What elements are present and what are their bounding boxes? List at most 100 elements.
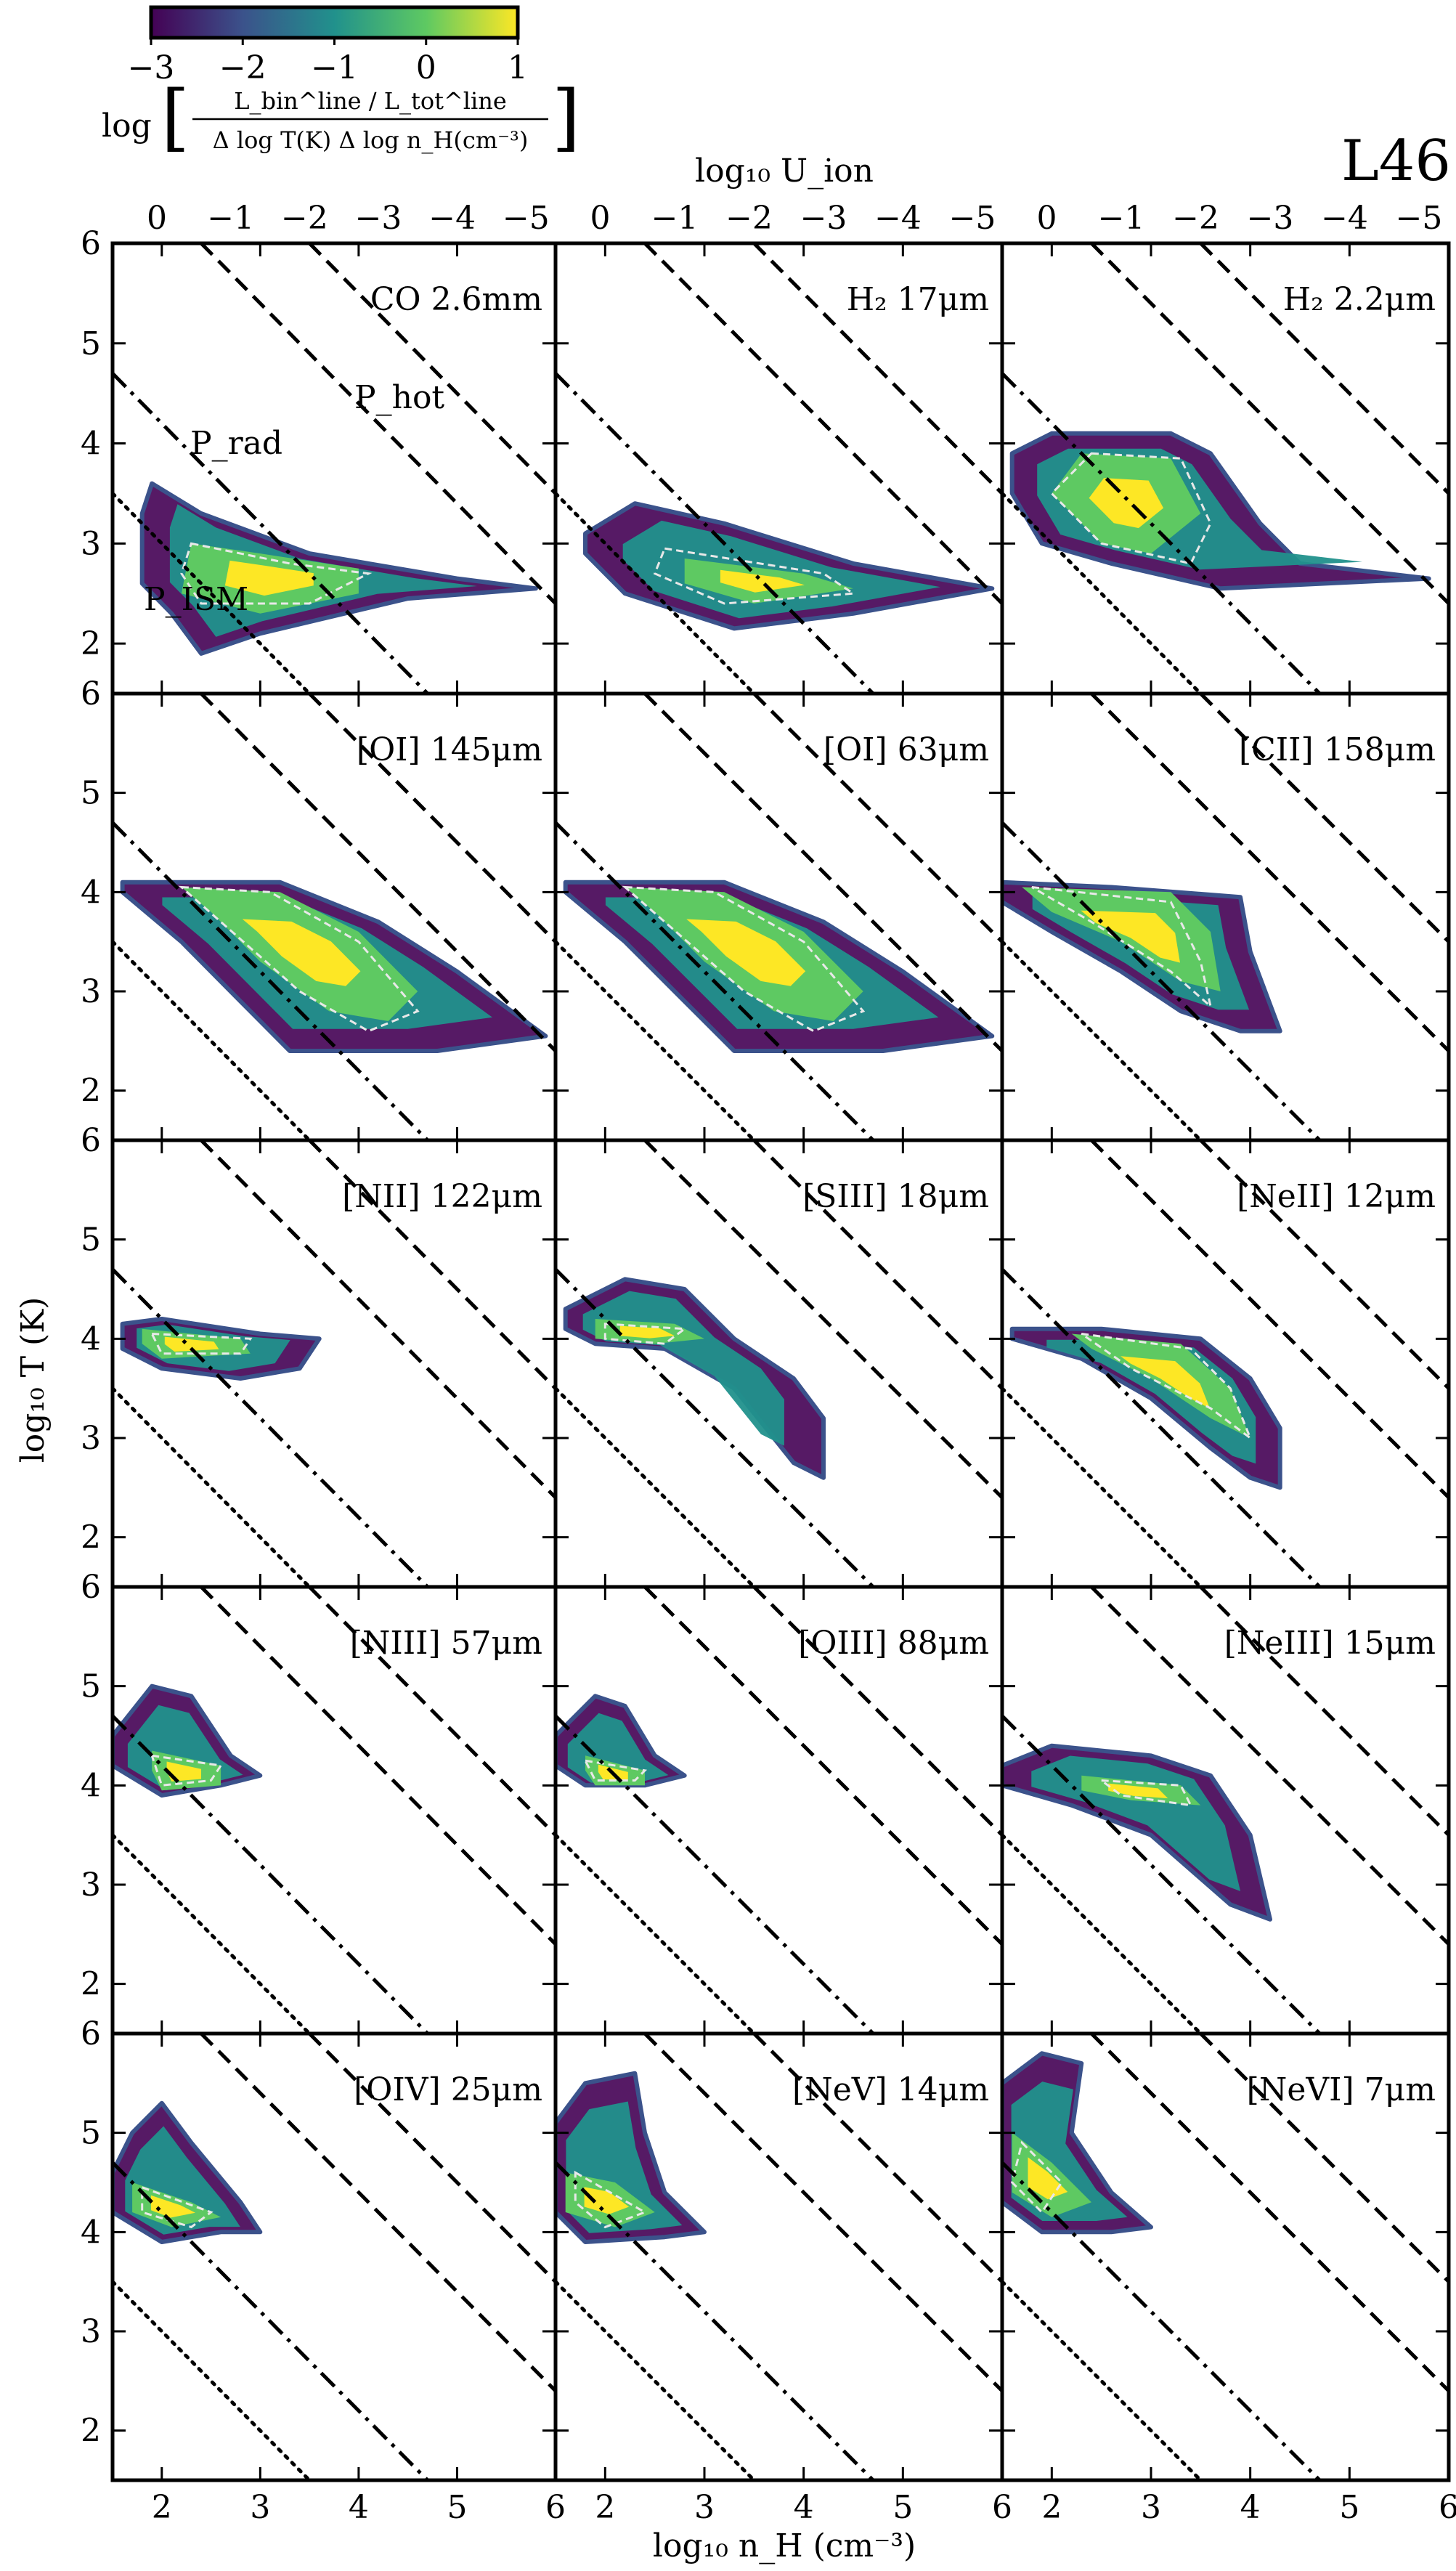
pressure-line-P_hot_a [200, 2034, 556, 2392]
colorbar-tick-label: 0 [416, 49, 436, 86]
density-region-peak [720, 569, 805, 593]
pressure-line-P_ISM [556, 1386, 756, 1587]
pressure-line-P_hot_a [643, 1587, 1002, 1946]
panel-plot-area [1002, 1587, 1449, 2034]
panel-plot-area [1002, 694, 1449, 1140]
density-region-peak [150, 2195, 195, 2218]
panel-plot-area [1002, 1140, 1449, 1587]
y-tick-label: 2 [81, 1073, 101, 1110]
pressure-line-P_rad [1002, 1714, 1322, 2034]
pressure-line-P_ISM [556, 940, 756, 1140]
top-tick-label: −5 [949, 200, 996, 237]
y-tick-label: 2 [81, 1519, 101, 1556]
x-tick-label: 6 [1439, 2489, 1456, 2526]
pressure-line-P_hot_b [308, 1587, 556, 1837]
panel-plot-area [1002, 243, 1449, 694]
pressure-line-P_hot_a [1090, 243, 1449, 605]
panel-label: [OI] 63μm [823, 731, 989, 768]
density-region-peak [686, 919, 806, 986]
panel-label: H₂ 17μm [847, 281, 989, 318]
bottom-axis-label: log₁₀ n_H (cm⁻³) [653, 2527, 916, 2564]
panel-label: [NeII] 12μm [1237, 1178, 1436, 1215]
y-tick-label: 5 [81, 2115, 101, 2152]
y-tick-label: 3 [81, 525, 101, 562]
x-tick-label: 6 [992, 2489, 1012, 2526]
pressure-line-P_hot_a [200, 1140, 556, 1499]
top-tick-label: 0 [147, 200, 167, 237]
y-tick-label: 6 [81, 2015, 101, 2052]
top-tick-label: 0 [590, 200, 611, 237]
colorbar-tick-label: −3 [128, 49, 175, 86]
colorbar-numerator: L_bin^line / L_tot^line [234, 87, 507, 115]
x-tick-label: 6 [545, 2489, 566, 2526]
p-ism-label: P_ISM [144, 581, 248, 618]
panel-label: [NII] 122μm [342, 1178, 542, 1215]
top-tick-label: −3 [800, 200, 847, 237]
pressure-line-P_hot_b [752, 2034, 1002, 2283]
contour-line [141, 2185, 213, 2229]
y-tick-label: 5 [81, 1668, 101, 1705]
pressure-line-P_hot_a [643, 1140, 1002, 1499]
colorbar-tick-label: −2 [219, 49, 267, 86]
panel: 2 3 4 5 6 2 3 4 5 6 [OIV] 25μm [81, 2015, 566, 2526]
top-tick-label: −5 [503, 200, 550, 237]
pressure-line-P_rad [113, 1714, 429, 2034]
panel-plot-area [113, 1587, 556, 2034]
pressure-line-P_ISM [556, 1833, 756, 2034]
panel: [OI] 63μm [553, 691, 1004, 1142]
top-tick-label: −3 [1247, 200, 1294, 237]
y-tick-label: 3 [81, 2313, 101, 2350]
y-tick-label: 2 [81, 625, 101, 662]
contour-line [583, 1759, 648, 1782]
panel-label: [OIV] 25μm [354, 2071, 542, 2108]
pressure-line-P_ISM [113, 1833, 312, 2034]
top-tick-label: −3 [355, 200, 402, 237]
y-tick-label: 2 [81, 1966, 101, 2003]
colorbar-gradient [149, 5, 520, 40]
panel-plot-area [113, 2034, 556, 2480]
y-tick-label: 6 [81, 1569, 101, 1606]
colorbar-denominator: Δ log T(K) Δ log n_H(cm⁻³) [213, 126, 529, 154]
pressure-line-P_rad [556, 2161, 875, 2480]
panel-label: [OI] 145μm [357, 731, 542, 768]
pressure-line-P_hot_b [308, 243, 556, 495]
density-region-core [1071, 1333, 1250, 1438]
pressure-line-P_rad [1002, 372, 1322, 694]
pressure-line-P_hot_a [200, 243, 556, 605]
panel: 2 3 4 5 6 [OI] 145μm [81, 675, 558, 1142]
pressure-line-P_rad [113, 1267, 429, 1587]
top-axis-label: log₁₀ U_ion [695, 153, 874, 190]
density-region-peak [166, 1761, 201, 1782]
top-tick-label: −4 [428, 200, 476, 237]
pressure-line-P_rad [113, 372, 429, 694]
pressure-line-P_rad [556, 1714, 875, 2034]
pressure-line-P_rad [1002, 2161, 1322, 2480]
y-tick-label: 4 [81, 1320, 101, 1357]
contour-line [603, 1323, 688, 1345]
y-tick-label: 3 [81, 973, 101, 1010]
x-tick-label: 2 [595, 2489, 615, 2526]
density-region-peak [1121, 1356, 1210, 1408]
pressure-line-P_rad [113, 821, 429, 1140]
panel-label: [OIII] 88μm [798, 1625, 989, 1662]
density-region-peak [1108, 1783, 1168, 1799]
y-tick-label: 5 [81, 775, 101, 812]
panel: 0 −1 −2 −3 −4 −5 H₂ 2.2μm [1000, 200, 1451, 696]
top-tick-label: −5 [1396, 200, 1443, 237]
x-tick-label: 4 [794, 2489, 814, 2526]
colorbar-tick-label: −1 [311, 49, 358, 86]
panel-label: [NIII] 57μm [350, 1625, 542, 1662]
x-tick-label: 3 [250, 2489, 270, 2526]
panel: 2 3 4 5 6 [NII] 122μm [81, 1122, 558, 1589]
density-region-peak [224, 560, 314, 596]
y-tick-label: 4 [81, 2214, 101, 2251]
density-region-peak [584, 2187, 630, 2214]
pressure-line-P_hot_b [752, 243, 1002, 495]
pressure-line-P_rad [113, 2161, 429, 2480]
pressure-line-P_hot_b [1199, 694, 1449, 943]
pressure-line-P_hot_a [1090, 2034, 1449, 2392]
pressure-line-P_hot_a [1090, 1140, 1449, 1499]
pressure-line-P_hot_b [1199, 2034, 1449, 2283]
density-region-peak [242, 919, 361, 986]
p-hot-label: P_hot [354, 379, 444, 416]
